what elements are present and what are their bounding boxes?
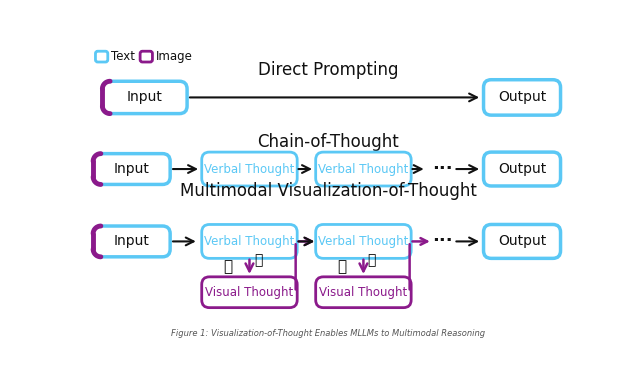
Text: Verbal Thought: Verbal Thought — [204, 235, 294, 248]
Text: Multimodal Visualization-of-Thought: Multimodal Visualization-of-Thought — [180, 182, 476, 201]
Text: ···: ··· — [431, 160, 452, 178]
Text: Input: Input — [114, 162, 150, 176]
Text: Chain-of-Thought: Chain-of-Thought — [257, 133, 399, 151]
Text: 🖼️: 🖼️ — [255, 254, 263, 268]
FancyBboxPatch shape — [484, 152, 561, 186]
Text: Output: Output — [498, 162, 546, 176]
Text: 🖼️: 🖼️ — [369, 254, 377, 268]
Text: Text: Text — [111, 50, 135, 63]
Text: Direct Prompting: Direct Prompting — [258, 62, 398, 79]
FancyBboxPatch shape — [202, 152, 297, 186]
Text: Input: Input — [127, 91, 163, 104]
Text: Input: Input — [114, 235, 150, 248]
Text: Visual Thought: Visual Thought — [319, 286, 408, 299]
Text: 🤖: 🤖 — [337, 259, 346, 274]
Text: Verbal Thought: Verbal Thought — [318, 162, 408, 176]
FancyBboxPatch shape — [140, 51, 152, 62]
Text: Output: Output — [498, 91, 546, 104]
FancyBboxPatch shape — [202, 277, 297, 308]
Text: Verbal Thought: Verbal Thought — [204, 162, 294, 176]
FancyBboxPatch shape — [93, 226, 170, 257]
FancyBboxPatch shape — [316, 152, 411, 186]
FancyBboxPatch shape — [484, 80, 561, 115]
FancyBboxPatch shape — [93, 154, 170, 185]
Text: Visual Thought: Visual Thought — [205, 286, 294, 299]
FancyBboxPatch shape — [484, 225, 561, 258]
FancyBboxPatch shape — [316, 225, 411, 258]
FancyBboxPatch shape — [95, 51, 108, 62]
Text: 🤖: 🤖 — [223, 259, 232, 274]
Text: Verbal Thought: Verbal Thought — [318, 235, 408, 248]
Text: Figure 1: Visualization-of-Thought Enables MLLMs to Multimodal Reasoning: Figure 1: Visualization-of-Thought Enabl… — [171, 329, 485, 338]
Text: Output: Output — [498, 235, 546, 248]
Text: ···: ··· — [431, 232, 452, 251]
FancyBboxPatch shape — [202, 225, 297, 258]
FancyBboxPatch shape — [316, 277, 411, 308]
Text: Image: Image — [156, 50, 193, 63]
FancyBboxPatch shape — [102, 81, 187, 113]
